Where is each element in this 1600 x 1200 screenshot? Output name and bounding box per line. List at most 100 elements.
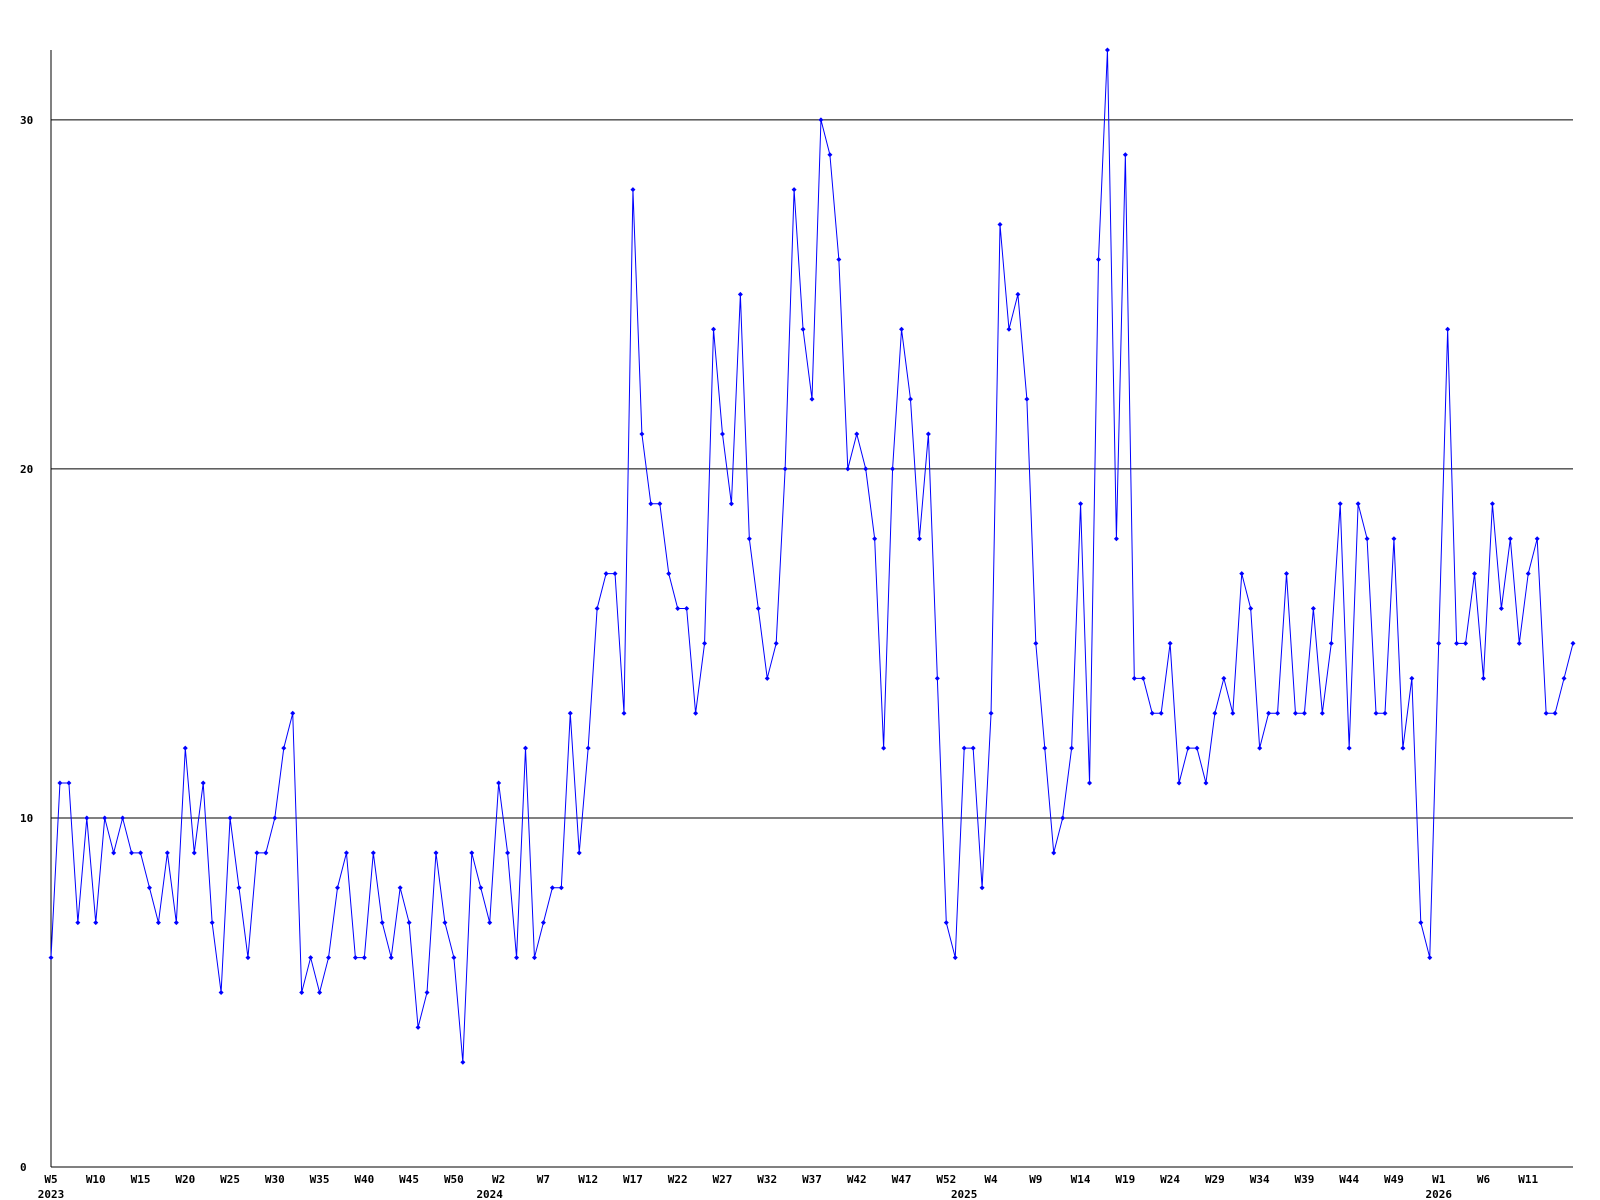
data-point (711, 326, 717, 332)
data-point (326, 955, 332, 961)
data-point (684, 606, 690, 611)
data-point (1113, 536, 1119, 542)
data-point (164, 850, 170, 856)
data-point (1454, 640, 1460, 646)
data-point (1472, 571, 1478, 577)
data-point (308, 955, 314, 961)
x-tick-label: W7 (537, 1173, 550, 1186)
data-point (120, 815, 126, 821)
x-tick-label: W42 (847, 1173, 867, 1186)
data-point (997, 222, 1003, 228)
data-point (146, 885, 152, 891)
data-line (50, 49, 1574, 1063)
data-point (612, 571, 618, 577)
x-group-label: 2024 (476, 1188, 503, 1200)
data-point (818, 117, 824, 123)
data-point (585, 745, 591, 751)
y-tick-label: 0 (20, 1161, 27, 1174)
x-tick-label: W4 (984, 1173, 998, 1186)
data-point (925, 431, 931, 437)
x-tick-label: W30 (265, 1173, 285, 1186)
data-point (1015, 291, 1021, 297)
data-point (66, 780, 72, 786)
data-point (961, 745, 967, 751)
x-group-label: 2023 (38, 1188, 65, 1200)
x-tick-label: W40 (354, 1173, 374, 1186)
data-point (370, 850, 376, 856)
data-point (1516, 640, 1522, 646)
x-tick-label: W27 (713, 1173, 733, 1186)
data-point (514, 955, 520, 961)
x-tick-label: W34 (1250, 1173, 1270, 1186)
data-point (343, 850, 349, 856)
data-point (129, 850, 135, 856)
x-tick-label: W32 (757, 1173, 777, 1186)
data-point (397, 885, 403, 891)
data-point (290, 710, 296, 716)
x-tick-label: W24 (1160, 1173, 1180, 1186)
data-point (567, 710, 573, 716)
data-point (952, 955, 958, 961)
data-point (1310, 606, 1316, 611)
x-tick-label: W35 (310, 1173, 330, 1186)
x-tick-label: W29 (1205, 1173, 1225, 1186)
data-point (1104, 47, 1110, 53)
data-point (1176, 780, 1182, 786)
data-point (943, 920, 949, 926)
x-tick-label: W2 (492, 1173, 505, 1186)
data-point (934, 675, 940, 681)
data-point (1534, 536, 1540, 542)
data-point (57, 780, 63, 786)
data-point (469, 850, 475, 856)
data-point (1328, 640, 1334, 646)
data-point (48, 955, 54, 961)
data-point (791, 187, 797, 193)
data-point (1427, 955, 1433, 961)
data-point (361, 955, 367, 961)
data-point (173, 920, 179, 926)
data-point (755, 606, 761, 611)
data-point (1507, 536, 1513, 542)
data-point (863, 466, 869, 472)
data-point (1257, 745, 1263, 751)
data-point (487, 920, 493, 926)
data-point (1373, 710, 1379, 716)
data-point (1006, 326, 1012, 332)
data-point (424, 989, 430, 995)
data-point (1069, 745, 1075, 751)
data-point (800, 326, 806, 332)
data-point (675, 606, 681, 611)
data-point (1266, 710, 1272, 716)
data-point (1185, 745, 1191, 751)
data-point (1346, 745, 1352, 751)
data-point (737, 291, 743, 297)
data-point (1301, 710, 1307, 716)
data-point (916, 536, 922, 542)
data-point (254, 850, 260, 856)
data-point (138, 850, 144, 856)
x-tick-label: W1 (1432, 1173, 1446, 1186)
data-point (1212, 710, 1218, 716)
data-point (1355, 501, 1361, 507)
data-point (979, 885, 985, 891)
data-point (496, 780, 502, 786)
data-point (1122, 152, 1128, 158)
data-point (1149, 710, 1155, 716)
data-point (836, 256, 842, 262)
data-point (693, 710, 699, 716)
data-point (93, 920, 99, 926)
y-tick-label: 30 (20, 114, 33, 127)
data-point (1024, 396, 1030, 402)
data-point (523, 745, 529, 751)
data-point (352, 955, 358, 961)
x-tick-label: W47 (892, 1173, 912, 1186)
data-point (1364, 536, 1370, 542)
x-tick-label: W22 (668, 1173, 688, 1186)
data-point (1060, 815, 1066, 821)
x-tick-label: W39 (1294, 1173, 1314, 1186)
data-point (1489, 501, 1495, 507)
data-point (200, 780, 206, 786)
data-point (1543, 710, 1549, 716)
